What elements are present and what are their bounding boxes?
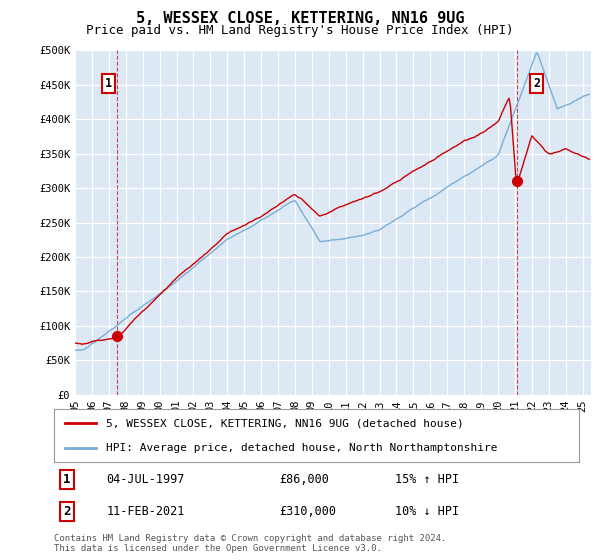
Text: 04-JUL-1997: 04-JUL-1997 — [107, 473, 185, 486]
Text: 1: 1 — [105, 77, 112, 90]
Text: 10% ↓ HPI: 10% ↓ HPI — [395, 505, 460, 518]
Text: Price paid vs. HM Land Registry's House Price Index (HPI): Price paid vs. HM Land Registry's House … — [86, 24, 514, 37]
Text: £86,000: £86,000 — [280, 473, 329, 486]
Text: 1: 1 — [64, 473, 71, 486]
Text: 15% ↑ HPI: 15% ↑ HPI — [395, 473, 460, 486]
Text: 5, WESSEX CLOSE, KETTERING, NN16 9UG: 5, WESSEX CLOSE, KETTERING, NN16 9UG — [136, 11, 464, 26]
Text: HPI: Average price, detached house, North Northamptonshire: HPI: Average price, detached house, Nort… — [107, 442, 498, 452]
Text: 5, WESSEX CLOSE, KETTERING, NN16 9UG (detached house): 5, WESSEX CLOSE, KETTERING, NN16 9UG (de… — [107, 418, 464, 428]
Text: £310,000: £310,000 — [280, 505, 337, 518]
Text: Contains HM Land Registry data © Crown copyright and database right 2024.
This d: Contains HM Land Registry data © Crown c… — [54, 534, 446, 553]
Text: 2: 2 — [64, 505, 71, 518]
Text: 11-FEB-2021: 11-FEB-2021 — [107, 505, 185, 518]
Text: 2: 2 — [533, 77, 541, 90]
